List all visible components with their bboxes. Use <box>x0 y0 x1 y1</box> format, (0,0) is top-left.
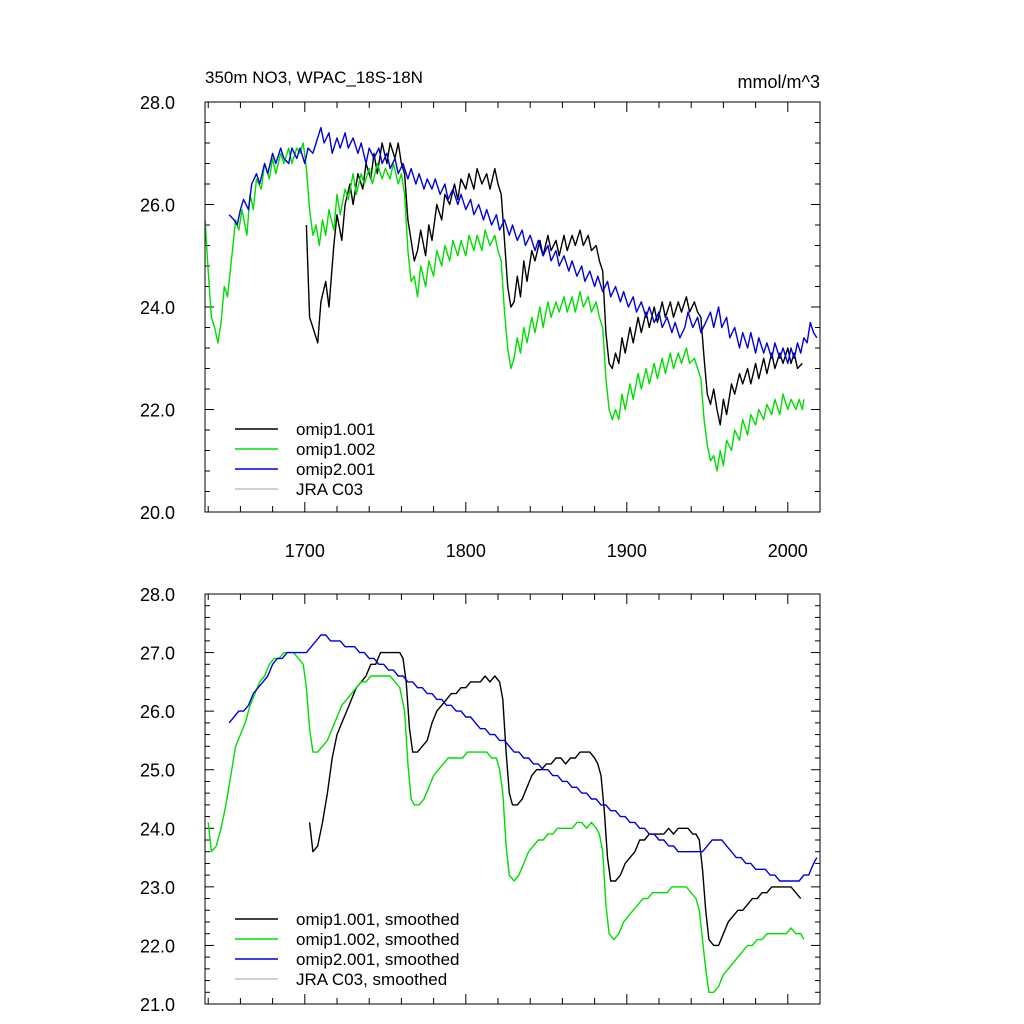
bottom-plot-frame <box>204 593 821 1005</box>
y-tick-label: 24.0 <box>140 298 175 318</box>
y-tick-label: 27.0 <box>140 644 175 664</box>
y-tick-label: 20.0 <box>140 503 175 523</box>
y-tick-label: 22.0 <box>140 936 175 956</box>
x-tick-label: 1800 <box>446 541 486 561</box>
series-line-0 <box>305 142 803 426</box>
y-tick-label: 28.0 <box>140 93 175 113</box>
y-tick-label: 26.0 <box>140 196 175 216</box>
legend-label: JRA C03, smoothed <box>296 970 447 989</box>
legend-label: omip1.002, smoothed <box>296 930 460 949</box>
y-tick-label: 26.0 <box>140 702 175 722</box>
y-tick-label: 24.0 <box>140 819 175 839</box>
x-tick-label: 1700 <box>285 541 325 561</box>
series-line-2 <box>228 634 818 882</box>
legend-label: omip1.001, smoothed <box>296 910 460 929</box>
series-line-1 <box>204 142 805 472</box>
y-tick-label: 25.0 <box>140 761 175 781</box>
chart-title: 350m NO3, WPAC_18S-18N <box>205 68 423 87</box>
legend-label: omip2.001, smoothed <box>296 950 460 969</box>
y-tick-label: 22.0 <box>140 401 175 421</box>
bottom-panel: 21.0 22.0 23.0 24.0 25.0 26.0 27.0 28.0 omip1.0… <box>140 585 821 1015</box>
legend-label: omip1.001 <box>296 420 375 439</box>
top-plot-frame <box>204 101 821 513</box>
y-tick-label: 23.0 <box>140 878 175 898</box>
top-panel: 350m NO3, WPAC_18S-18N mmol/m^3 20.0 22.0… <box>140 68 821 561</box>
legend-label: omip2.001 <box>296 460 375 479</box>
series-line-0 <box>308 651 802 947</box>
series-line-2 <box>228 126 818 365</box>
top-axis-ticks: 20.0 22.0 24.0 26.0 28.0 1700 1800 1900 2000 <box>140 93 821 561</box>
y-tick-label: 28.0 <box>140 585 175 605</box>
x-tick-label: 1900 <box>607 541 647 561</box>
y-tick-label: 21.0 <box>140 995 175 1015</box>
series-line-1 <box>207 651 805 993</box>
legend-label: omip1.002 <box>296 440 375 459</box>
units-label: mmol/m^3 <box>738 72 820 92</box>
bottom-plot-lines <box>207 634 818 993</box>
legend-label: JRA C03 <box>296 480 363 499</box>
x-tick-label: 2000 <box>768 541 808 561</box>
top-plot-lines <box>204 126 818 472</box>
bottom-axis-ticks: 21.0 22.0 23.0 24.0 25.0 26.0 27.0 28.0 <box>140 585 821 1015</box>
